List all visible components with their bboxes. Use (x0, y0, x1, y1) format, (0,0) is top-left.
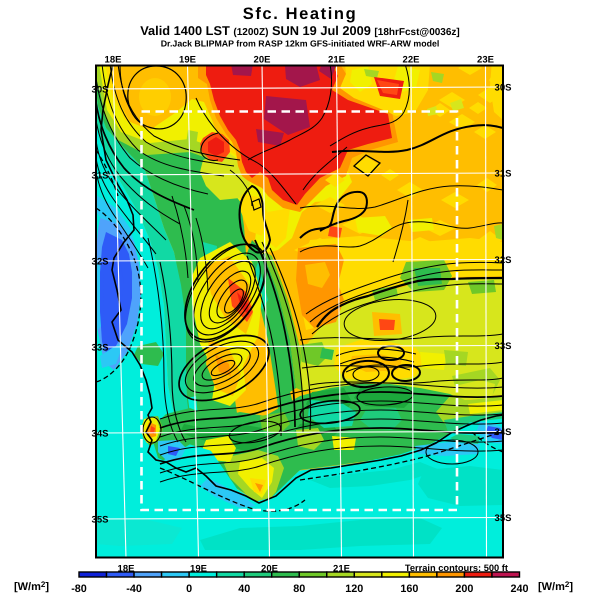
svg-text:160: 160 (400, 583, 418, 595)
svg-text:Sfc. Heating: Sfc. Heating (243, 5, 358, 23)
svg-text:33S: 33S (495, 341, 512, 352)
svg-text:-80: -80 (71, 583, 87, 595)
svg-text:80: 80 (293, 583, 305, 595)
svg-text:-40: -40 (126, 583, 142, 595)
svg-text:19E: 19E (179, 55, 196, 66)
svg-text:23E: 23E (477, 55, 494, 66)
svg-text:[W/m2]: [W/m2] (14, 580, 49, 593)
svg-text:20E: 20E (254, 55, 271, 66)
svg-text:32S: 32S (495, 255, 512, 266)
svg-text:19E: 19E (190, 564, 207, 575)
svg-text:34S: 34S (92, 429, 109, 440)
svg-text:31S: 31S (495, 169, 512, 180)
svg-text:31S: 31S (92, 171, 109, 182)
svg-text:21E: 21E (333, 564, 350, 575)
svg-text:Valid 1400 LST (1200Z) SUN 19: Valid 1400 LST (1200Z) SUN 19 Jul 2009 [… (140, 23, 460, 38)
svg-text:40: 40 (238, 583, 250, 595)
svg-text:200: 200 (455, 583, 473, 595)
svg-text:240: 240 (510, 583, 528, 595)
svg-text:30S: 30S (92, 85, 109, 96)
svg-text:18E: 18E (118, 564, 135, 575)
svg-text:35S: 35S (92, 515, 109, 526)
svg-text:18E: 18E (105, 55, 122, 66)
svg-text:33S: 33S (92, 343, 109, 354)
svg-text:Terrain contours: 500 ft: Terrain contours: 500 ft (405, 563, 508, 573)
svg-text:30S: 30S (495, 83, 512, 94)
svg-text:0: 0 (186, 583, 192, 595)
svg-text:35S: 35S (495, 513, 512, 524)
svg-text:21E: 21E (328, 55, 345, 66)
svg-text:120: 120 (345, 583, 363, 595)
svg-text:[W/m2]: [W/m2] (538, 580, 573, 593)
svg-text:20E: 20E (261, 564, 278, 575)
svg-text:34S: 34S (495, 427, 512, 438)
svg-text:32S: 32S (92, 257, 109, 268)
svg-text:22E: 22E (403, 55, 420, 66)
svg-text:Dr.Jack BLIPMAP from RASP 12km: Dr.Jack BLIPMAP from RASP 12km GFS-initi… (161, 39, 440, 49)
